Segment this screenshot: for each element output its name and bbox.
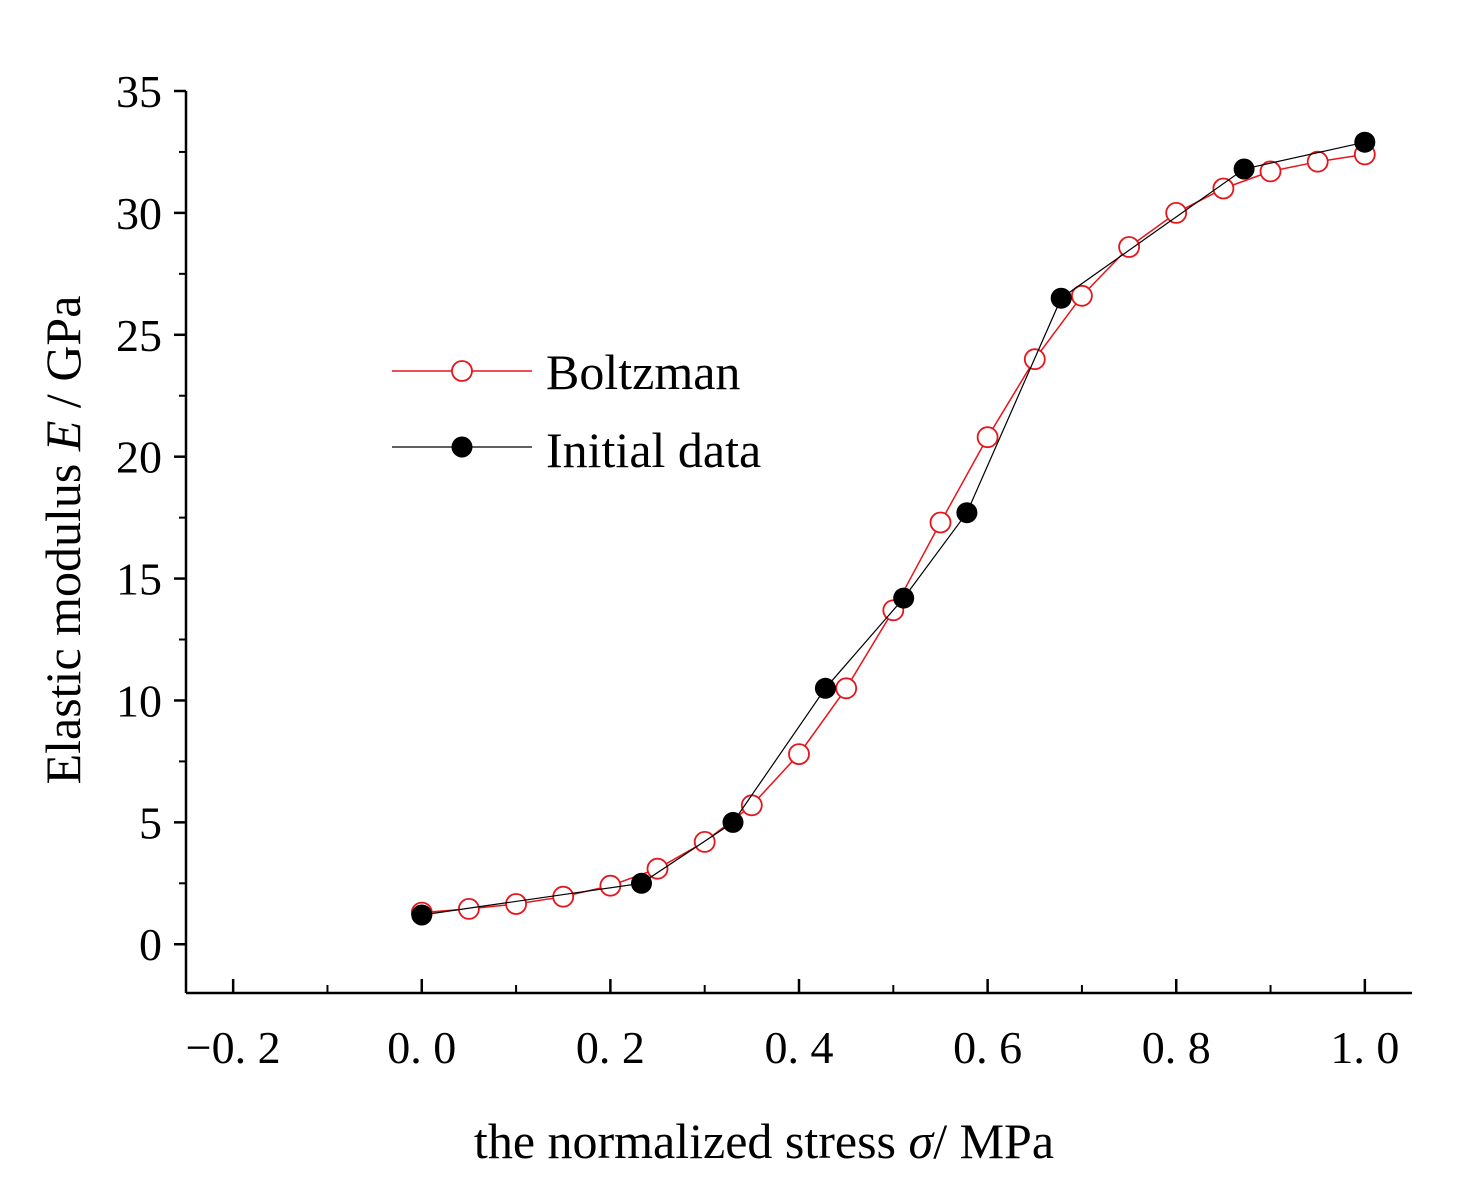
series-initial-data	[411, 131, 1376, 926]
data-point-boltzman	[599, 874, 622, 897]
data-point-boltzman	[835, 677, 858, 700]
y-tick-label: 20	[116, 432, 162, 483]
y-axis-title-suffix: / GPa	[35, 296, 91, 421]
legend-label-initial-data: Initial data	[546, 422, 761, 478]
y-tick-label: 25	[116, 310, 162, 361]
legend: Boltzman Initial data	[392, 344, 761, 478]
plot-area	[410, 131, 1376, 926]
x-tick-label: 0. 0	[387, 1022, 456, 1073]
legend-entry-initial-data: Initial data	[392, 422, 761, 478]
legend-swatch-initial-data-marker	[451, 436, 473, 458]
data-point-boltzman	[505, 893, 527, 915]
data-point-boltzman	[457, 898, 480, 920]
data-point-boltzman	[1165, 201, 1188, 224]
data-point-boltzman	[1071, 284, 1093, 307]
data-point-boltzman	[1118, 236, 1140, 258]
y-axis-title-symbol: E	[35, 421, 91, 453]
y-tick-label: 5	[139, 797, 162, 848]
data-point-initial-data	[722, 811, 744, 833]
data-point-boltzman	[1212, 177, 1235, 200]
data-point-initial-data	[956, 502, 978, 524]
x-tick-label: 0. 6	[953, 1022, 1022, 1073]
legend-swatch-boltzman-marker	[451, 360, 473, 382]
series-boltzman	[410, 143, 1376, 924]
legend-label-boltzman: Boltzman	[546, 344, 740, 400]
data-point-initial-data	[1050, 287, 1072, 309]
data-point-initial-data	[411, 904, 433, 926]
x-axis-title-prefix: the normalized stress	[474, 1113, 909, 1169]
y-axis-title: Elastic modulus E / GPa	[35, 296, 91, 785]
series-line-boltzman	[421, 153, 1365, 914]
data-point-boltzman	[976, 426, 999, 449]
x-tick-label: 0. 8	[1142, 1022, 1211, 1073]
y-tick-label: 35	[116, 66, 162, 117]
data-point-initial-data	[1354, 131, 1376, 153]
data-point-boltzman	[788, 743, 810, 765]
data-point-boltzman	[646, 857, 669, 880]
data-point-boltzman	[929, 511, 952, 534]
axes: 0 5 10 15 20 25 30 35 −0. 2 0. 0 0. 2 0. 4 0. 6 0. 8…	[116, 66, 1412, 1073]
y-ticks: 0 5 10 15 20 25 30 35	[116, 66, 186, 970]
x-tick-label: −0. 2	[186, 1022, 281, 1073]
x-tick-label: 0. 4	[765, 1022, 834, 1073]
y-axis-title-prefix: Elastic modulus	[35, 451, 91, 784]
x-axis-title: the normalized stress σ/ MPa	[474, 1113, 1054, 1169]
y-tick-label: 0	[139, 919, 162, 970]
x-axis-title-symbol: σ	[909, 1113, 936, 1169]
x-tick-label: 0. 2	[576, 1022, 645, 1073]
data-point-initial-data	[1233, 158, 1255, 180]
data-point-boltzman	[552, 885, 575, 908]
legend-entry-boltzman: Boltzman	[392, 344, 740, 400]
data-point-initial-data	[814, 677, 836, 699]
y-tick-label: 15	[116, 554, 162, 605]
y-tick-label: 10	[116, 675, 162, 726]
data-point-initial-data	[631, 872, 652, 894]
y-tick-label: 30	[116, 188, 162, 239]
x-tick-label: 1. 0	[1330, 1022, 1399, 1073]
series-line-initial-data	[421, 141, 1365, 916]
data-point-initial-data	[893, 587, 915, 609]
data-point-boltzman	[1259, 160, 1282, 183]
data-point-boltzman	[1306, 150, 1329, 173]
x-axis-title-suffix: / MPa	[933, 1113, 1054, 1169]
x-ticks: −0. 2 0. 0 0. 2 0. 4 0. 6 0. 8 1. 0	[186, 979, 1399, 1073]
